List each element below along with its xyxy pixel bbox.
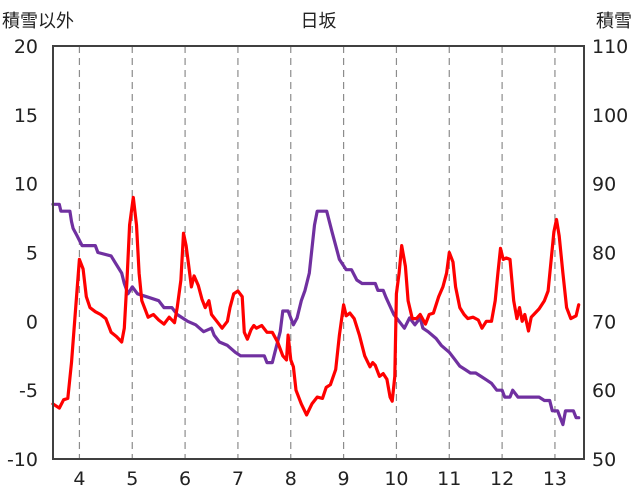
x-tick-labels: 4 5 6 7 8 9 10 11 12 13 xyxy=(73,468,567,490)
series-lines xyxy=(51,195,581,427)
right-tick-label: 80 xyxy=(592,243,616,265)
left-tick-label: 20 xyxy=(14,36,38,58)
x-tick-label: 4 xyxy=(73,468,85,490)
series-line-right-axis xyxy=(51,202,581,427)
left-tick-label: -5 xyxy=(19,380,38,402)
x-tick-label: 9 xyxy=(338,468,350,490)
right-tick-labels: 50 60 70 80 90 100 110 xyxy=(592,36,628,471)
right-tick-label: 110 xyxy=(592,36,628,58)
series-line-left-axis xyxy=(51,195,581,417)
chart-title: 日坂 xyxy=(301,11,337,32)
x-tick-label: 6 xyxy=(179,468,191,490)
left-tick-label: -10 xyxy=(7,449,38,471)
x-tick-label: 13 xyxy=(543,468,567,490)
right-axis-label: 積雪 xyxy=(596,11,632,32)
x-tick-label: 10 xyxy=(384,468,408,490)
x-tick-label: 5 xyxy=(126,468,138,490)
right-tick-label: 100 xyxy=(592,105,628,127)
right-tick-label: 50 xyxy=(592,449,616,471)
left-tick-label: 0 xyxy=(26,311,38,333)
left-axis-label: 積雪以外 xyxy=(2,11,74,32)
x-tick-label: 11 xyxy=(437,468,461,490)
right-tick-label: 90 xyxy=(592,174,616,196)
x-tick-label: 7 xyxy=(232,468,244,490)
left-tick-labels: -10 -5 0 5 10 15 20 xyxy=(7,36,38,471)
left-tick-label: 15 xyxy=(14,105,38,127)
plot-frame xyxy=(52,45,585,460)
right-tick-label: 70 xyxy=(592,311,616,333)
left-tick-label: 10 xyxy=(14,174,38,196)
left-tick-label: 5 xyxy=(26,243,38,265)
x-tick-label: 8 xyxy=(285,468,297,490)
x-tick-label: 12 xyxy=(490,468,514,490)
right-tick-label: 60 xyxy=(592,380,616,402)
